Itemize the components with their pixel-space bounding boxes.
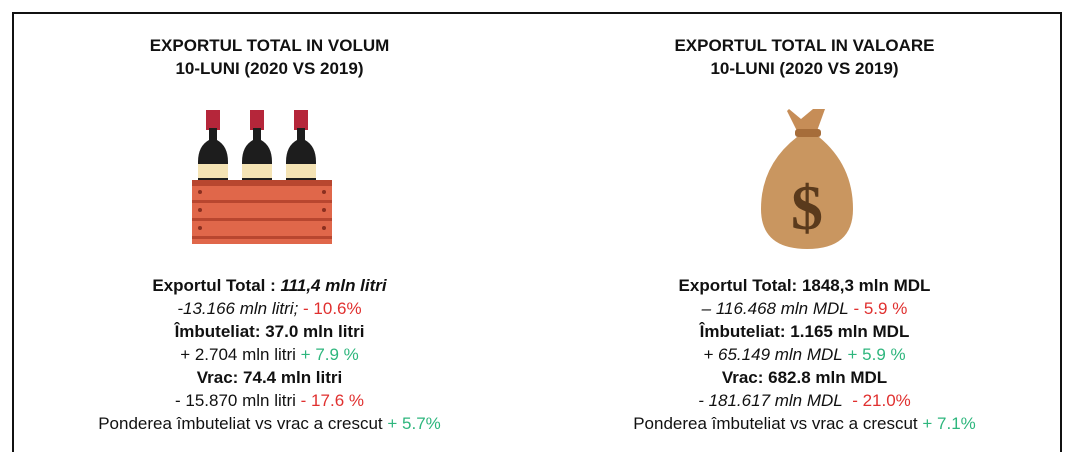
stat-text: + 5.9 % — [843, 345, 906, 364]
stat-line: Exportul Total: 1848,3 mln MDL — [537, 274, 1071, 297]
stat-line: Îmbuteliat: 37.0 mln litri — [2, 320, 537, 343]
stat-text: Îmbuteliat: 1.165 mln MDL — [700, 322, 910, 341]
stat-text: Ponderea îmbuteliat vs vrac a crescut — [633, 414, 922, 433]
stat-line: Exportul Total : 111,4 mln litri — [2, 274, 537, 297]
panel-lines: Exportul Total: 1848,3 mln MDL – 116.468 … — [537, 274, 1071, 435]
title-line: 10-LUNI (2020 VS 2019) — [2, 57, 537, 80]
stat-text: + 5.7% — [387, 414, 440, 433]
stat-text: Îmbuteliat: 37.0 mln litri — [175, 322, 365, 341]
stat-text: -13.166 mln litri; — [177, 299, 303, 318]
stat-line: + 2.704 mln litri + 7.9 % — [2, 343, 537, 366]
stat-line: Ponderea îmbuteliat vs vrac a crescut + … — [537, 412, 1071, 435]
title-line: EXPORTUL TOTAL IN VOLUM — [2, 34, 537, 57]
stat-line: - 15.870 mln litri - 17.6 % — [2, 389, 537, 412]
stat-text: - 15.870 mln litri — [175, 391, 301, 410]
stat-text: - 10.6% — [303, 299, 362, 318]
stat-text: - 181.617 mln MDL — [698, 391, 843, 410]
stat-line: + 65.149 mln MDL + 5.9 % — [537, 343, 1071, 366]
stat-line: Ponderea îmbuteliat vs vrac a crescut + … — [2, 412, 537, 435]
stat-text: Exportul Total: 1848,3 mln MDL — [679, 276, 931, 295]
wine-crate-icon — [192, 100, 342, 245]
stat-text: Vrac: 74.4 mln litri — [197, 368, 343, 387]
stat-text: 111,4 mln litri — [280, 276, 386, 295]
panel-lines: Exportul Total : 111,4 mln litri-13.166 … — [2, 274, 537, 435]
title-line: 10-LUNI (2020 VS 2019) — [537, 57, 1071, 80]
stat-text: – 116.468 mln MDL — [702, 299, 849, 318]
stat-text: Vrac: 682.8 mln MDL — [722, 368, 887, 387]
stat-text: - 21.0% — [843, 391, 911, 410]
stat-line: – 116.468 mln MDL - 5.9 % — [537, 297, 1071, 320]
svg-text:$: $ — [791, 172, 823, 243]
stat-text: + 7.9 % — [301, 345, 359, 364]
stat-text: + 65.149 mln MDL — [703, 345, 842, 364]
page: EXPORTUL TOTAL IN VOLUM10-LUNI (2020 VS … — [0, 0, 1071, 439]
stat-text: Ponderea îmbuteliat vs vrac a crescut — [98, 414, 387, 433]
stat-text: - 5.9 % — [849, 299, 908, 318]
title-line: EXPORTUL TOTAL IN VALOARE — [537, 34, 1071, 57]
money-bag-icon: $ — [757, 105, 857, 253]
stat-text: + 2.704 mln litri — [180, 345, 300, 364]
stat-line: Vrac: 682.8 mln MDL — [537, 366, 1071, 389]
stat-line: Vrac: 74.4 mln litri — [2, 366, 537, 389]
stat-line: Îmbuteliat: 1.165 mln MDL — [537, 320, 1071, 343]
stat-text: + 7.1% — [922, 414, 975, 433]
stat-text: Exportul Total : — [152, 276, 280, 295]
stat-text: - 17.6 % — [301, 391, 364, 410]
stat-line: -13.166 mln litri; - 10.6% — [2, 297, 537, 320]
stat-line: - 181.617 mln MDL - 21.0% — [537, 389, 1071, 412]
